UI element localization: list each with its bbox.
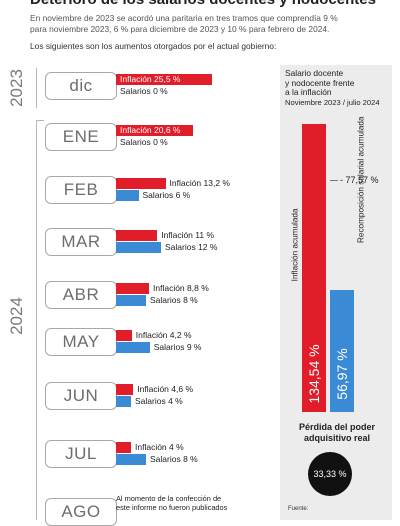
salary-bar: [116, 295, 146, 306]
salary-bar: [116, 190, 139, 201]
chart-title: Deterioro de los salarios docentes y nod…: [30, 0, 376, 8]
month-box: ENE: [45, 123, 117, 151]
loss-title: Pérdida del poder adquisitivo real: [282, 422, 392, 444]
year-2023-label: 2023: [7, 69, 26, 107]
difference-label: - 77,57 %: [340, 175, 379, 185]
salary-bar: [116, 242, 161, 253]
month-box: MAY: [45, 328, 117, 356]
salary-value-label: Salarios 9 %: [153, 342, 202, 352]
summary-value-label: 56,97 %: [334, 348, 350, 400]
intro-line-3: Los siguientes son los aumentos otorgado…: [30, 41, 277, 51]
salary-bar: [116, 342, 150, 353]
intro-line-1: En noviembre de 2023 se acordó una parit…: [30, 13, 338, 23]
salary-value-label: Salarios 6 %: [142, 190, 191, 200]
panel-subtitle: Noviembre 2023 / julio 2024: [285, 98, 380, 107]
inflation-bar: [116, 384, 134, 395]
inflation-bar: [116, 442, 131, 453]
inflation-value-label: Inflación 4,6 %: [137, 384, 194, 394]
inflation-bar: [116, 178, 166, 189]
salary-value-label: Salarios 4 %: [135, 396, 183, 406]
summary-bar: [302, 124, 326, 412]
inflation-bar: [116, 330, 132, 341]
panel-title-line-3: a la inflación: [285, 87, 332, 98]
salary-value-label: Salarios 12 %: [165, 242, 218, 252]
inflation-value-label: Inflación 4,2 %: [135, 330, 192, 340]
loss-title-line-1: Pérdida del poder: [298, 422, 376, 432]
salary-value-label: Salarios 0 %: [120, 137, 168, 147]
timeline-2024-line: [36, 120, 37, 520]
month-box: JUL: [45, 440, 117, 468]
source-label: Fuente:: [288, 506, 309, 512]
salary-value-label: Salarios 8 %: [150, 295, 198, 305]
summary-value-label: 134,54 %: [306, 344, 322, 404]
loss-value-circle: 33,33 %: [308, 452, 352, 496]
month-box: dic: [45, 72, 117, 100]
timeline-2023-line: [36, 68, 37, 108]
inflation-bar: [116, 74, 212, 85]
difference-tick: [330, 180, 338, 181]
note-line: este informe no fueron publicados: [116, 503, 228, 512]
inflation-value-label: Inflación 4 %: [135, 442, 184, 452]
month-box: ABR: [45, 281, 117, 309]
month-box: FEB: [45, 176, 117, 204]
panel-title-line-2: y nodocente frente: [285, 77, 355, 88]
inflation-bar: [116, 283, 149, 294]
salary-bar: [116, 396, 131, 407]
summary-category-label: Recomposición salarial acumulada: [356, 116, 366, 244]
inflation-value-label: Inflación 8,8 %: [153, 283, 209, 293]
inflation-value-label: Inflación 25,5 %: [120, 74, 181, 84]
timeline-2024-tick: [36, 120, 44, 121]
month-box: JUN: [45, 382, 117, 410]
loss-title-line-2: adquisitivo real: [303, 433, 371, 443]
panel-title-line-1: Salario docente: [285, 68, 344, 78]
inflation-value-label: Inflación 20,6 %: [120, 125, 181, 135]
summary-category-label: Inflación acumulada: [290, 208, 300, 282]
note-line: Al momento de la confección de: [116, 494, 222, 503]
month-box: AGO: [45, 498, 117, 526]
year-2024-label: 2024: [7, 297, 26, 335]
inflation-bar: [116, 125, 194, 136]
inflation-value-label: Inflación 13,2 %: [169, 178, 230, 188]
inflation-value-label: Inflación 11 %: [161, 230, 215, 240]
salary-value-label: Salarios 0 %: [120, 86, 168, 96]
month-box: MAR: [45, 228, 117, 256]
intro-line-2: para noviembre 2023, 6 % para diciembre …: [30, 24, 330, 34]
salary-bar: [116, 454, 146, 465]
salary-value-label: Salarios 8 %: [150, 454, 198, 464]
inflation-bar: [116, 230, 158, 241]
summary-bar: [330, 290, 354, 412]
